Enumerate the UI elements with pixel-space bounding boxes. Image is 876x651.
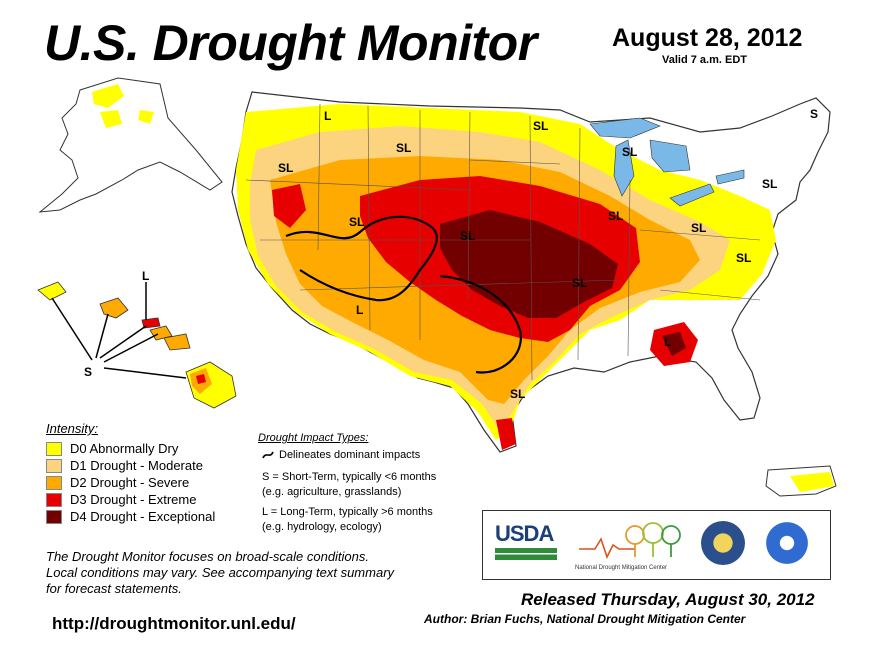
noaa-logo-icon: [765, 521, 809, 565]
label-sl: SL: [691, 221, 706, 235]
legend-label: D4 Drought - Exceptional: [70, 509, 216, 524]
note-line: for forecast statements.: [46, 581, 182, 596]
legend-label: D0 Abnormally Dry: [70, 441, 179, 456]
ndmc-trees-graphic: [579, 522, 681, 560]
legend-label: D1 Drought - Moderate: [70, 458, 203, 473]
label-sl: SL: [278, 161, 293, 175]
map-date: August 28, 2012: [612, 24, 803, 52]
map-labels: SL SL SL SL SL SL SL SL SL SL SL SL L L …: [84, 107, 818, 401]
commerce-seal-icon: [701, 521, 745, 565]
note-line: Local conditions may vary. See accompany…: [46, 565, 395, 580]
website-url[interactable]: http://droughtmonitor.unl.edu/: [52, 614, 296, 633]
legend-swatch: [46, 475, 62, 490]
usda-wordmark: USDA: [495, 521, 554, 546]
label-sl: SL: [762, 177, 777, 191]
page-title: U.S. Drought Monitor: [44, 15, 537, 71]
ndmc-logo: National Drought Mitigation Center: [575, 519, 687, 573]
label-s: S: [84, 365, 92, 379]
puerto-rico: [765, 465, 837, 497]
legend-swatch: [46, 492, 62, 507]
hawaii: [37, 281, 237, 409]
legend-item: D0 Abnormally Dry: [46, 440, 215, 457]
impact-line-label: Delineates dominant impacts: [279, 449, 421, 461]
label-sl: SL: [349, 215, 364, 229]
legend-swatch: [46, 509, 62, 524]
impact-short-term-example: (e.g. agriculture, grasslands): [262, 486, 402, 498]
legend-label: D2 Drought - Severe: [70, 475, 190, 490]
label-sl: SL: [460, 229, 475, 243]
legend-label: D3 Drought - Extreme: [70, 492, 197, 507]
conus: [231, 91, 831, 453]
label-sl: SL: [622, 145, 637, 159]
impact-title: Drought Impact Types:: [258, 432, 369, 444]
author-credit: Author: Brian Fuchs, National Drought Mi…: [424, 612, 746, 626]
valid-time: Valid 7 a.m. EDT: [662, 54, 747, 66]
impact-line-icon: [262, 451, 274, 459]
legend-swatch: [46, 458, 62, 473]
label-sl: SL: [572, 276, 587, 290]
release-date: Released Thursday, August 30, 2012: [521, 590, 815, 609]
legend-item: D3 Drought - Extreme: [46, 491, 215, 508]
legend-item: D1 Drought - Moderate: [46, 457, 215, 474]
ndmc-label: National Drought Mitigation Center: [575, 565, 668, 571]
usda-fields-graphic: [495, 548, 557, 560]
impact-line-key: Delineates dominant impacts: [262, 449, 482, 461]
impact-short-term: S = Short-Term, typically <6 months (e.g…: [262, 470, 436, 500]
note-line: The Drought Monitor focuses on broad-sca…: [46, 549, 370, 564]
partner-logos: USDA National Drought Mitigation Center: [482, 510, 831, 580]
impact-long-term: L = Long-Term, typically >6 months (e.g.…: [262, 505, 433, 535]
label-sl: SL: [736, 251, 751, 265]
label-sl: SL: [608, 209, 623, 223]
impact-long-term-example: (e.g. hydrology, ecology): [262, 521, 382, 533]
label-sl: SL: [396, 141, 411, 155]
legend-title: Intensity:: [46, 421, 99, 436]
impact-long-term-line: L = Long-Term, typically >6 months: [262, 506, 433, 518]
alaska: [38, 77, 223, 213]
legend-swatch: [46, 441, 62, 456]
label-sl: SL: [510, 387, 525, 401]
label-l: L: [356, 303, 363, 317]
label-l: L: [142, 269, 149, 283]
label-s: S: [810, 107, 818, 121]
impact-short-term-line: S = Short-Term, typically <6 months: [262, 471, 437, 483]
legend: D0 Abnormally Dry D1 Drought - Moderate …: [46, 440, 215, 525]
disclaimer-note: The Drought Monitor focuses on broad-sca…: [46, 549, 394, 597]
legend-item: D2 Drought - Severe: [46, 474, 215, 491]
legend-item: D4 Drought - Exceptional: [46, 508, 215, 525]
label-l: L: [324, 109, 331, 123]
usda-logo: USDA: [495, 521, 561, 565]
label-l: L: [664, 335, 671, 349]
label-sl: SL: [533, 119, 548, 133]
